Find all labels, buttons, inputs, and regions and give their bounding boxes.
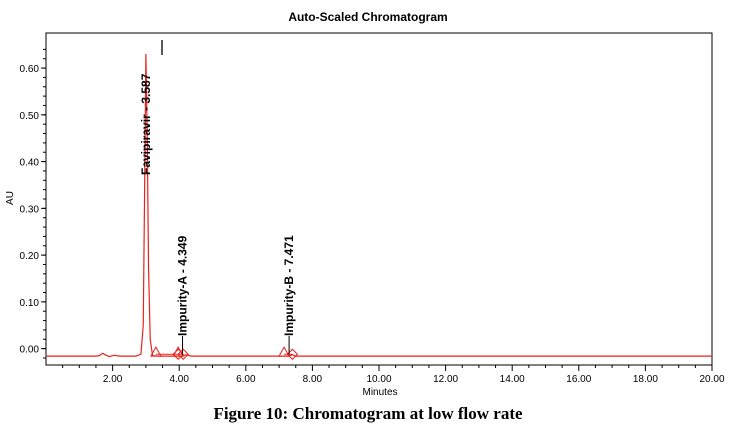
y-axis-label-group: AU	[5, 191, 16, 205]
x-tick-label: 20.00	[699, 374, 724, 385]
peak-labels: Favipiravir - 3.587 Impurity-A - 4.349 Imp…	[139, 40, 296, 355]
y-tick-label: 0.30	[20, 204, 40, 215]
y-axis-label: AU	[5, 191, 16, 205]
peak-end-marker	[177, 348, 189, 360]
x-tick-label: 4.00	[169, 374, 189, 385]
y-tick-label: 0.10	[20, 298, 40, 309]
peak-start-marker	[278, 346, 290, 357]
y-tick-label: 0.20	[20, 251, 40, 262]
x-tick-label: 2.00	[103, 374, 123, 385]
y-axis-ticks: 0.00 0.10 0.20 0.30 0.40 0.50 0.60	[20, 48, 46, 359]
x-axis-label: Minutes	[362, 387, 397, 398]
x-tick-label: 8.00	[303, 374, 323, 385]
y-tick-label: 0.00	[20, 345, 40, 356]
signal-line	[46, 54, 712, 358]
chart-title: Auto-Scaled Chromatogram	[288, 10, 447, 24]
peak-label: Impurity-B - 7.471	[282, 235, 296, 336]
x-tick-label: 16.00	[566, 374, 591, 385]
y-tick-label: 0.40	[20, 158, 40, 169]
y-tick-label: 0.60	[20, 64, 40, 75]
figure-caption: Figure 10: Chromatogram at low flow rate	[213, 404, 523, 423]
y-tick-label: 0.50	[20, 111, 40, 122]
peak-markers	[150, 346, 299, 360]
x-axis-ticks: 2.00 4.00 6.00 8.00 10.00 12.00 14.00 16.00 18.0…	[62, 365, 725, 385]
x-tick-label: 12.00	[433, 374, 458, 385]
peak-label: Favipiravir - 3.587	[139, 73, 153, 175]
x-tick-label: 10.00	[366, 374, 391, 385]
x-tick-label: 18.00	[633, 374, 658, 385]
x-tick-label: 14.00	[500, 374, 525, 385]
peak-start-marker	[150, 346, 162, 357]
x-tick-label: 6.00	[236, 374, 256, 385]
peak-label: Impurity-A - 4.349	[176, 235, 190, 336]
